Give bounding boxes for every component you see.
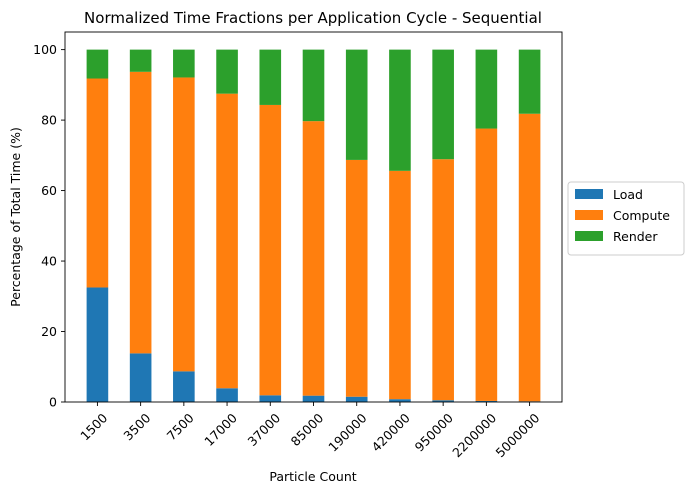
x-tick-label: 190000 xyxy=(325,410,369,454)
bar-compute-17000 xyxy=(216,93,238,389)
bar-compute-420000 xyxy=(389,170,411,400)
x-axis-label: Particle Count xyxy=(269,469,356,484)
y-tick-label: 80 xyxy=(41,113,57,128)
bar-load-420000 xyxy=(389,399,411,402)
bar-load-85000 xyxy=(302,395,325,402)
y-tick-label: 60 xyxy=(41,183,57,198)
bar-load-1500 xyxy=(86,287,109,402)
y-tick-label: 100 xyxy=(33,42,57,57)
bar-render-7500 xyxy=(173,49,195,78)
bar-load-950000 xyxy=(432,400,454,402)
x-tick-label: 7500 xyxy=(164,410,197,443)
bar-render-37000 xyxy=(259,49,282,105)
plot-area: 0 20 40 60 80 100 1500 3500 7500 17000 37000 850001… xyxy=(33,31,563,460)
bar-render-85000 xyxy=(302,49,325,122)
bar-render-17000 xyxy=(216,49,238,94)
bar-compute-1500 xyxy=(86,78,109,288)
bar-load-3500 xyxy=(129,353,152,402)
bar-render-420000 xyxy=(389,49,411,171)
legend-swatch-compute xyxy=(575,210,603,220)
bar-load-2200000 xyxy=(475,400,498,402)
y-tick-label: 0 xyxy=(49,395,57,410)
bar-render-1500 xyxy=(86,49,109,79)
legend-label-compute: Compute xyxy=(613,208,670,223)
chart-title: Normalized Time Fractions per Applicatio… xyxy=(84,9,542,27)
bar-load-190000 xyxy=(345,396,368,402)
legend-label-render: Render xyxy=(613,229,658,244)
bar-load-37000 xyxy=(259,395,282,402)
bar-load-7500 xyxy=(173,371,195,402)
x-tick-label: 85000 xyxy=(288,410,327,449)
legend-swatch-render xyxy=(575,231,603,241)
bar-load-17000 xyxy=(216,388,238,402)
legend: Load Compute Render xyxy=(567,181,685,256)
x-tick-label: 5000000 xyxy=(493,410,543,460)
bar-compute-37000 xyxy=(259,104,282,396)
x-tick-label: 3500 xyxy=(120,410,153,443)
bar-compute-3500 xyxy=(129,71,152,354)
legend-swatch-load xyxy=(575,189,603,199)
bar-render-5000000 xyxy=(518,49,541,114)
y-tick-label: 20 xyxy=(41,324,57,339)
bar-compute-190000 xyxy=(345,159,368,397)
x-tick-label: 950000 xyxy=(412,410,456,454)
x-tick-label: 2200000 xyxy=(449,410,499,460)
bar-compute-85000 xyxy=(302,121,325,396)
y-axis-label: Percentage of Total Time (%) xyxy=(8,127,23,307)
x-tick-label: 17000 xyxy=(201,410,240,449)
bar-render-3500 xyxy=(129,49,152,72)
x-tick-label: 37000 xyxy=(244,410,283,449)
x-tick-label: 1500 xyxy=(77,410,110,443)
bar-render-190000 xyxy=(345,49,368,160)
bar-compute-5000000 xyxy=(518,113,541,402)
legend-label-load: Load xyxy=(613,187,643,202)
bar-compute-2200000 xyxy=(475,128,498,401)
bar-render-2200000 xyxy=(475,49,498,129)
x-tick-label: 420000 xyxy=(368,410,412,454)
y-tick-label: 40 xyxy=(41,254,57,269)
bar-render-950000 xyxy=(432,49,454,160)
bar-compute-7500 xyxy=(173,77,195,372)
bar-compute-950000 xyxy=(432,159,454,401)
